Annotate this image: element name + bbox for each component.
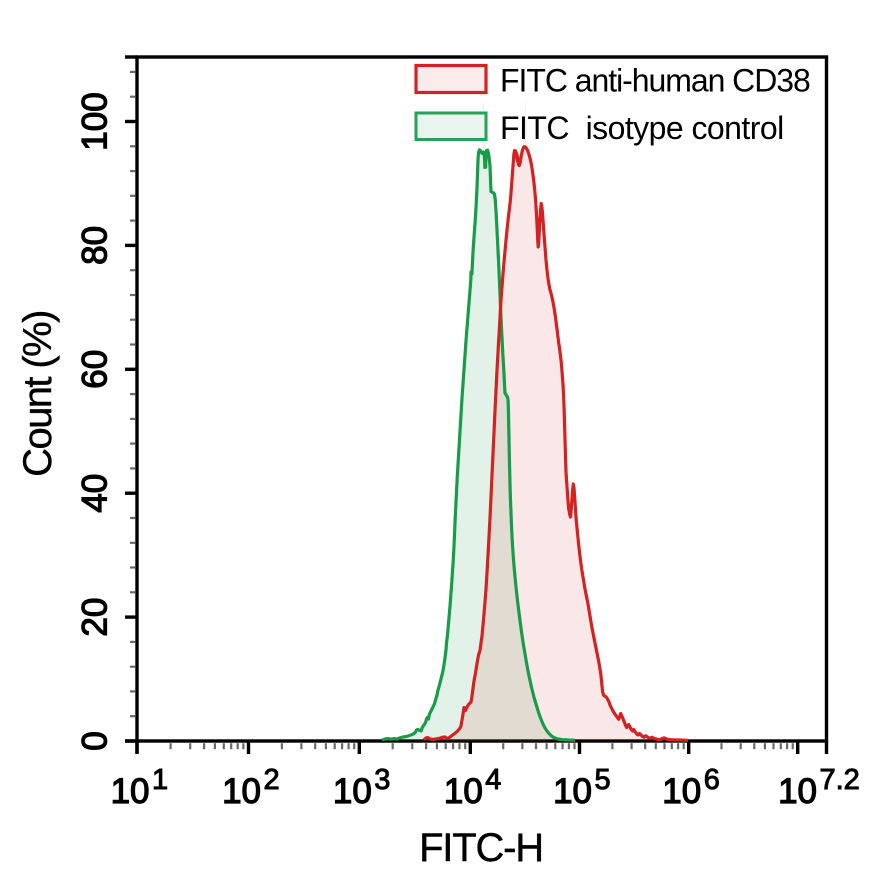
svg-text:40: 40: [76, 474, 115, 513]
svg-text:6: 6: [704, 764, 720, 796]
svg-text:7.2: 7.2: [820, 764, 860, 796]
svg-text:2: 2: [264, 764, 280, 796]
svg-text:1: 1: [152, 764, 168, 796]
svg-text:10: 10: [111, 772, 150, 811]
svg-text:10: 10: [662, 772, 701, 811]
svg-text:10: 10: [778, 772, 817, 811]
svg-text:10: 10: [553, 772, 592, 811]
svg-text:100: 100: [76, 92, 115, 150]
svg-text:10: 10: [333, 772, 372, 811]
svg-text:10: 10: [222, 772, 261, 811]
svg-text:FITC isotype control: FITC isotype control: [500, 110, 784, 146]
svg-text:5: 5: [595, 764, 611, 796]
svg-text:FITC anti-human CD38: FITC anti-human CD38: [500, 63, 810, 99]
svg-text:3: 3: [374, 764, 390, 796]
svg-text:10: 10: [444, 772, 483, 811]
svg-text:4: 4: [485, 764, 501, 796]
svg-text:80: 80: [76, 226, 115, 265]
svg-text:20: 20: [76, 598, 115, 637]
svg-text:0: 0: [76, 731, 115, 750]
svg-text:Count (%): Count (%): [16, 311, 60, 477]
svg-text:60: 60: [76, 350, 115, 389]
svg-text:FITC-H: FITC-H: [419, 826, 543, 870]
